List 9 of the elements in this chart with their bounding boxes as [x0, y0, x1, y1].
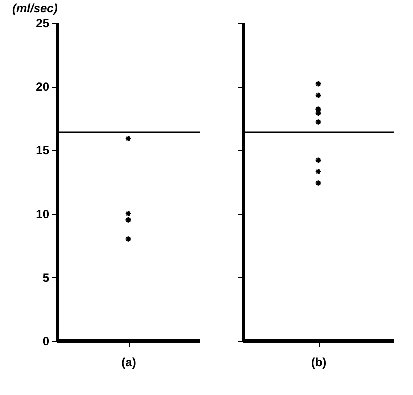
x-tick-label: (b): [311, 356, 327, 370]
y-tick-label: 25: [36, 16, 50, 30]
x-tick-label: (a): [122, 356, 136, 370]
y-tick-label: 20: [36, 80, 50, 94]
y-tick-label: 15: [36, 144, 50, 158]
y-tick-label: 10: [36, 207, 50, 222]
y-axis-title: (ml/sec): [12, 2, 58, 16]
y-tick-label: 0: [42, 334, 50, 348]
y-tick-label: 5: [42, 270, 50, 285]
